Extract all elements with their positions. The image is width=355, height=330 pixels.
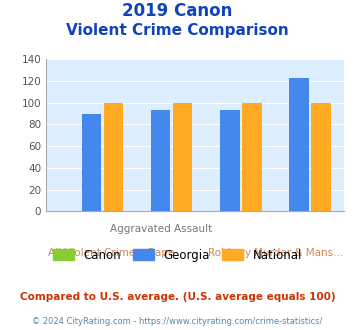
Bar <box>82 114 101 211</box>
Bar <box>311 103 331 211</box>
Bar <box>151 110 170 211</box>
Bar <box>242 103 262 211</box>
Bar <box>173 103 192 211</box>
Text: Aggravated Assault: Aggravated Assault <box>110 224 212 234</box>
Text: Robbery: Robbery <box>208 248 251 257</box>
Bar <box>289 78 308 211</box>
Bar <box>220 110 240 211</box>
Text: Violent Crime Comparison: Violent Crime Comparison <box>66 23 289 38</box>
Text: Compared to U.S. average. (U.S. average equals 100): Compared to U.S. average. (U.S. average … <box>20 292 335 302</box>
Text: Murder & Mans...: Murder & Mans... <box>255 248 344 257</box>
Text: © 2024 CityRating.com - https://www.cityrating.com/crime-statistics/: © 2024 CityRating.com - https://www.city… <box>32 317 323 326</box>
Text: Rape: Rape <box>148 248 174 257</box>
Text: 2019 Canon: 2019 Canon <box>122 2 233 20</box>
Bar <box>104 103 123 211</box>
Legend: Canon, Georgia, National: Canon, Georgia, National <box>48 244 307 266</box>
Text: All Violent Crime: All Violent Crime <box>48 248 135 257</box>
